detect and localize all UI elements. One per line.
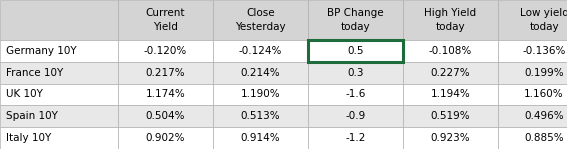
Bar [118,105,213,127]
Bar [118,40,213,62]
Text: 0.5: 0.5 [347,46,364,56]
Text: -0.9: -0.9 [345,111,366,121]
Text: 0.519%: 0.519% [431,111,470,121]
Bar [213,127,308,149]
Bar [498,0,567,40]
Bar [498,105,567,127]
Text: 0.914%: 0.914% [240,133,280,143]
Bar [213,105,308,127]
Text: 1.190%: 1.190% [240,90,280,100]
Text: -0.124%: -0.124% [239,46,282,56]
Text: 1.194%: 1.194% [430,90,471,100]
Bar [308,40,403,62]
Bar [403,62,498,84]
Bar [403,0,498,40]
Text: 0.3: 0.3 [347,68,364,78]
Bar [308,105,403,127]
Text: Spain 10Y: Spain 10Y [6,111,58,121]
Text: 0.496%: 0.496% [524,111,564,121]
Bar [498,62,567,84]
Text: 0.227%: 0.227% [431,68,470,78]
Bar [118,62,213,84]
Text: 0.923%: 0.923% [431,133,470,143]
Bar [0,62,118,84]
Bar [0,40,118,62]
Text: 0.199%: 0.199% [524,68,564,78]
Text: UK 10Y: UK 10Y [6,90,43,100]
Bar [403,127,498,149]
Bar [0,105,118,127]
Bar [0,127,118,149]
Text: 0.513%: 0.513% [240,111,280,121]
Text: BP Change
today: BP Change today [327,8,384,32]
Bar [498,40,567,62]
Bar [118,84,213,105]
Text: Low yield
today: Low yield today [519,8,567,32]
Bar [308,0,403,40]
Text: Germany 10Y: Germany 10Y [6,46,77,56]
Bar [308,84,403,105]
Text: 0.504%: 0.504% [146,111,185,121]
Bar [0,84,118,105]
Bar [213,0,308,40]
Bar [118,127,213,149]
Text: High Yield
today: High Yield today [425,8,476,32]
Bar [0,0,118,40]
Bar [213,40,308,62]
Text: 1.174%: 1.174% [146,90,185,100]
Bar [308,40,403,62]
Text: Italy 10Y: Italy 10Y [6,133,51,143]
Bar [498,127,567,149]
Text: Close
Yesterday: Close Yesterday [235,8,286,32]
Text: -0.136%: -0.136% [522,46,566,56]
Text: -0.120%: -0.120% [144,46,187,56]
Text: -0.108%: -0.108% [429,46,472,56]
Text: -1.2: -1.2 [345,133,366,143]
Bar [498,84,567,105]
Text: Current
Yield: Current Yield [146,8,185,32]
Text: France 10Y: France 10Y [6,68,63,78]
Bar [308,127,403,149]
Text: 0.902%: 0.902% [146,133,185,143]
Bar [213,62,308,84]
Text: 0.885%: 0.885% [524,133,564,143]
Bar [403,40,498,62]
Bar [403,84,498,105]
Text: 0.217%: 0.217% [146,68,185,78]
Bar [308,62,403,84]
Bar [118,0,213,40]
Text: 1.160%: 1.160% [524,90,564,100]
Bar [213,84,308,105]
Text: -1.6: -1.6 [345,90,366,100]
Bar [403,105,498,127]
Text: 0.214%: 0.214% [240,68,280,78]
